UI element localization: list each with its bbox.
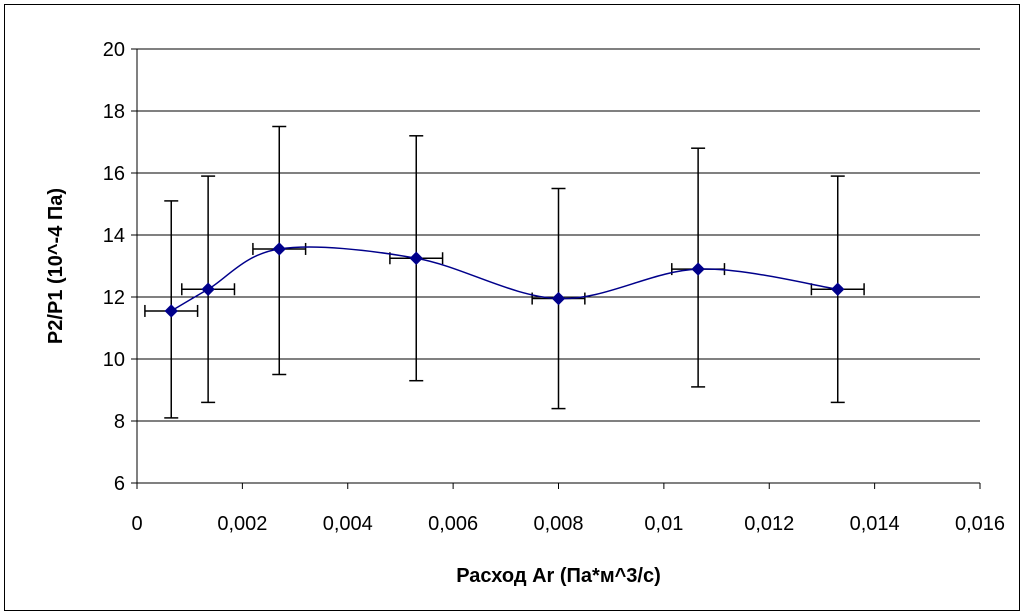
y-tick-label-6: 18 bbox=[103, 101, 125, 123]
x-tick-label-4: 0,008 bbox=[533, 513, 583, 535]
axes bbox=[131, 48, 981, 489]
data-point-6 bbox=[831, 282, 845, 296]
y-tick-labels: 6 8 10 12 14 16 18 20 bbox=[103, 39, 125, 495]
data-point-2 bbox=[272, 242, 286, 256]
y-tick-label-2: 10 bbox=[103, 349, 125, 371]
y-tick-label-1: 8 bbox=[114, 411, 125, 433]
y-tick-label-3: 12 bbox=[103, 287, 125, 309]
gridlines bbox=[137, 48, 980, 422]
y-tick-label-7: 20 bbox=[103, 39, 125, 61]
x-tick-label-1: 0,002 bbox=[217, 513, 267, 535]
error-bars bbox=[144, 125, 865, 419]
data-point-3 bbox=[409, 251, 423, 265]
y-tick-label-4: 14 bbox=[103, 225, 125, 247]
data-point-5 bbox=[691, 262, 705, 276]
x-tick-label-3: 0,006 bbox=[428, 513, 478, 535]
x-tick-label-8: 0,016 bbox=[955, 513, 1005, 535]
x-tick-labels: 0 0,002 0,004 0,006 0,008 0,01 0,012 0,014 0,016 bbox=[131, 513, 1005, 535]
x-tick-label-2: 0,004 bbox=[323, 513, 373, 535]
series-line-0 bbox=[170, 246, 838, 312]
data-points bbox=[164, 242, 845, 318]
data-point-0 bbox=[164, 304, 178, 318]
y-tick-label-5: 16 bbox=[103, 163, 125, 185]
x-tick-label-0: 0 bbox=[131, 513, 142, 535]
x-tick-label-5: 0,01 bbox=[644, 513, 683, 535]
y-tick-label-0: 6 bbox=[114, 473, 125, 495]
x-axis-title: Расход Ar (Па*м^3/с) bbox=[456, 565, 661, 587]
x-tick-label-6: 0,012 bbox=[744, 513, 794, 535]
series-lines bbox=[170, 246, 838, 312]
data-point-1 bbox=[201, 282, 215, 296]
x-tick-label-7: 0,014 bbox=[850, 513, 900, 535]
y-axis-title: P2/P1 (10^-4 Па) bbox=[45, 188, 67, 344]
data-point-4 bbox=[551, 291, 566, 306]
